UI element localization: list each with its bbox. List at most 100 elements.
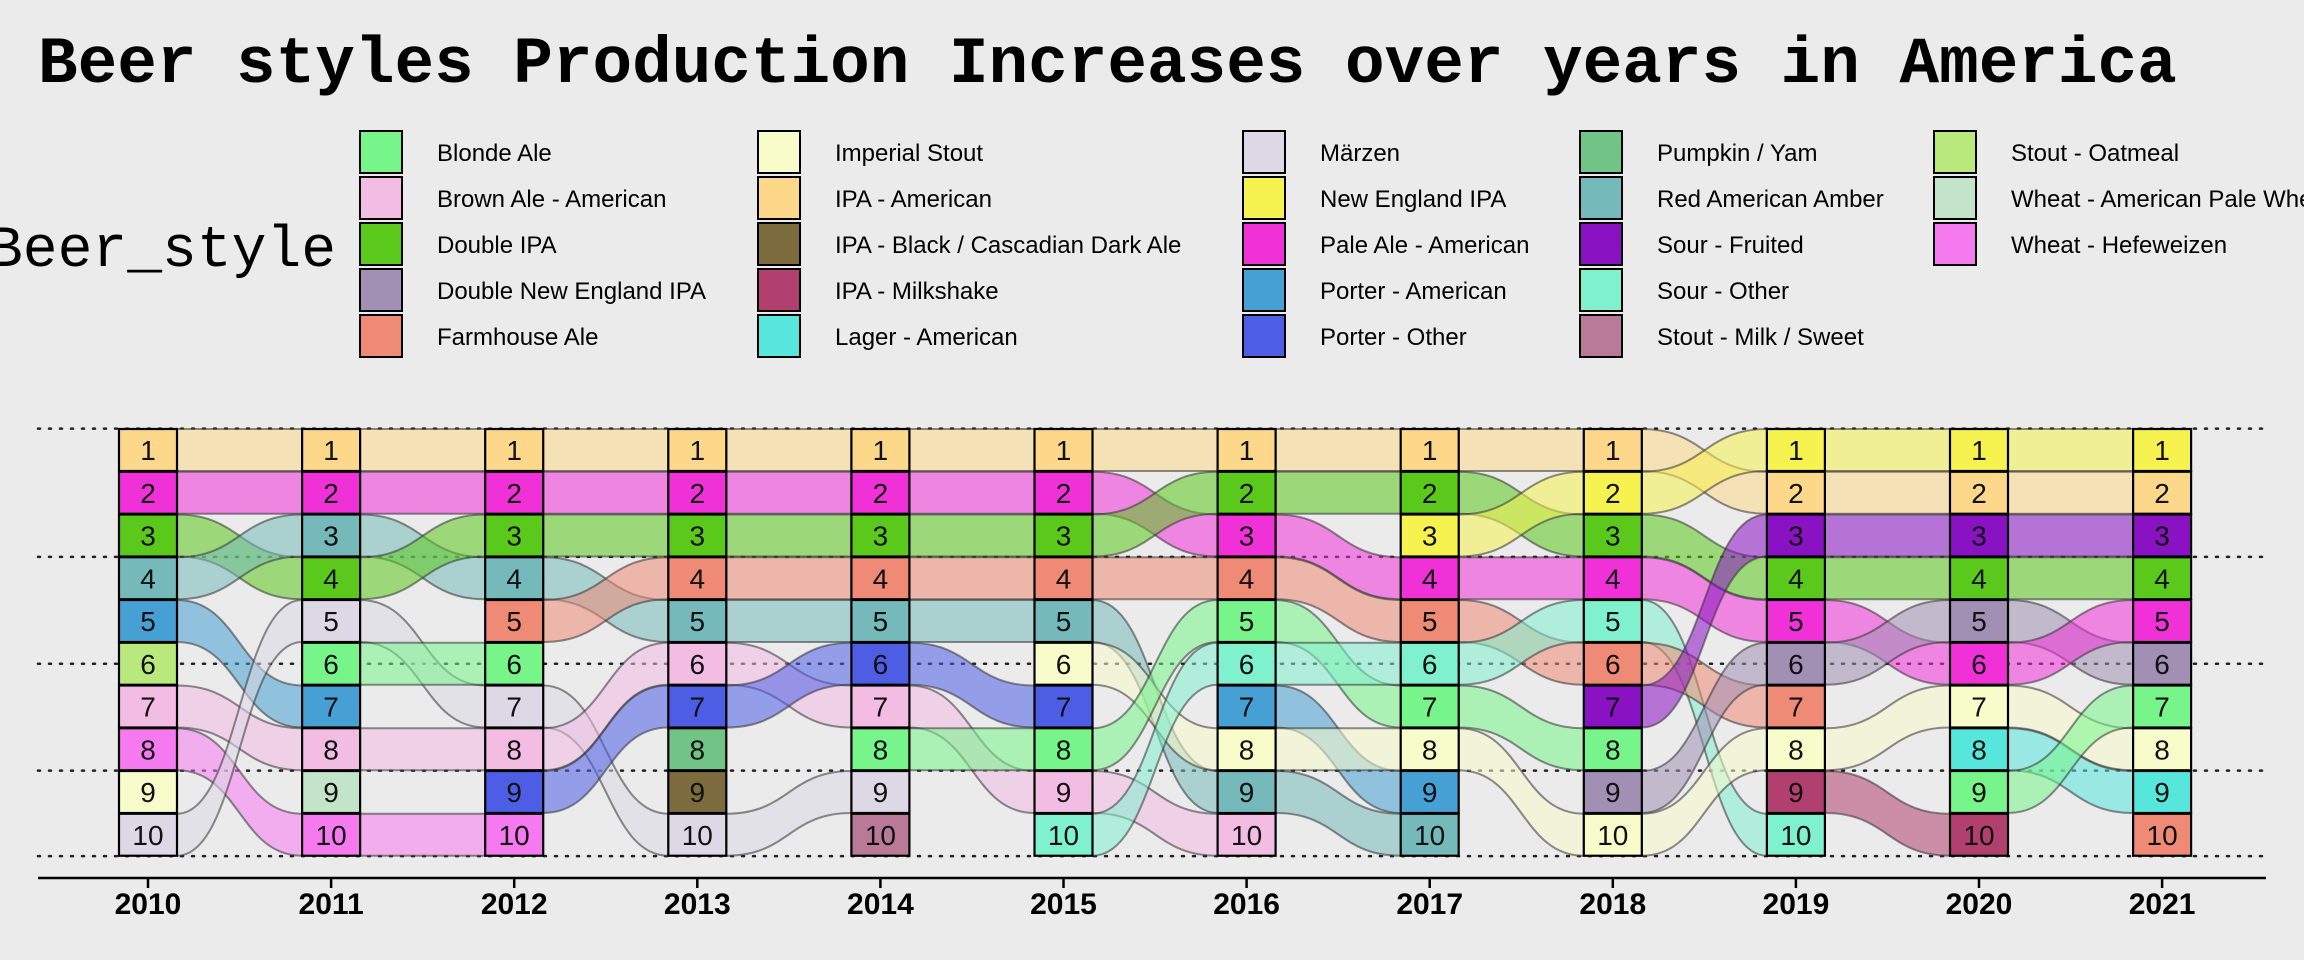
rank-label: 2 [1239,478,1255,509]
rank-label: 9 [873,777,889,808]
rank-box-2017-7: 7 [1399,684,1460,729]
rank-label: 8 [1971,734,1987,765]
rank-label: 10 [1780,820,1811,851]
legend-item-new-england-ipa: New England IPA [1242,176,1506,220]
legend-label: Brown Ale - American [437,186,666,213]
rank-box-2010-3: 3 [117,513,179,558]
rank-label: 9 [690,777,706,808]
rank-box-2011-6: 6 [301,641,362,686]
rank-box-2013-6: 6 [667,641,728,686]
rank-box-2020-4: 4 [1948,556,2010,601]
legend-swatch [1242,130,1286,174]
rank-box-2016-3: 3 [1216,513,1277,558]
rank-label: 7 [1056,692,1072,723]
rank-label: 6 [2154,649,2170,680]
ribbon-m-rzen [725,769,853,857]
rank-label: 3 [1971,521,1987,552]
rank-box-2015-9: 9 [1033,769,1094,815]
legend-swatch [757,130,801,174]
ribbon-farmhouse-ale [725,556,853,601]
ribbon-sour-fruited [2007,513,2135,558]
legend-swatch [757,314,801,358]
legend-item-stout-oatmeal: Stout - Oatmeal [1933,130,2179,174]
rank-box-2021-7: 7 [2132,684,2193,729]
rank-box-2011-8: 8 [301,727,362,772]
rank-label: 4 [1605,563,1621,594]
rank-box-2018-3: 3 [1582,513,1643,558]
rank-box-2017-6: 6 [1399,641,1460,686]
rank-box-fill [301,427,362,473]
rank-box-fill [117,556,179,601]
rank-label: 3 [690,521,706,552]
ribbon-ipa-american [1274,427,1402,473]
rank-box-2015-8: 8 [1033,727,1094,772]
rank-box-fill [1399,513,1460,558]
legend-swatch [1579,130,1623,174]
rank-box-2016-2: 2 [1216,470,1277,515]
rank-box-2018-10: 10 [1582,812,1643,857]
rank-box-fill [850,812,911,857]
ribbon-ipa-american [1823,470,1951,515]
rank-box-fill [117,727,179,772]
x-tick-label: 2019 [1763,888,1830,921]
rank-box-fill [301,470,362,515]
legend-swatch [1579,176,1623,220]
rank-box-2015-1: 1 [1033,427,1094,473]
rank-label: 4 [2154,563,2170,594]
rank-label: 3 [2154,521,2170,552]
rank-label: 1 [690,435,706,466]
legend-item-lager-american: Lager - American [757,314,1018,358]
rank-box-2013-4: 4 [667,556,728,601]
rank-box-fill [1033,769,1094,815]
rank-label: 8 [873,734,889,765]
rank-box-2015-6: 6 [1033,641,1094,686]
rank-label: 8 [2154,734,2170,765]
rank-box-2015-5: 5 [1033,598,1094,644]
rank-box-fill [2132,769,2193,815]
rank-box-2013-3: 3 [667,513,728,558]
rank-label: 1 [1605,435,1621,466]
x-tick-label: 2015 [1030,888,1097,921]
rank-box-fill [1948,812,2010,857]
rank-box-2018-4: 4 [1582,556,1643,601]
rank-label: 5 [1788,606,1804,637]
rank-box-fill [667,812,728,857]
rank-box-2020-6: 6 [1948,641,2010,686]
legend-label: IPA - Black / Cascadian Dark Ale [835,232,1181,259]
rank-box-fill [117,427,179,473]
ribbon-imperial-stout [1823,684,1951,772]
rank-box-fill [484,470,545,515]
rank-box-fill [1216,598,1277,644]
rank-box-fill [1765,427,1827,473]
x-tick-label: 2011 [299,888,364,921]
rank-box-2010-6: 6 [117,641,179,686]
rank-box-2014-4: 4 [850,556,911,601]
rank-box-fill [1582,727,1643,772]
rank-label: 1 [1788,435,1804,466]
rank-label: 5 [1422,606,1438,637]
rank-label: 9 [1788,777,1804,808]
rank-box-fill [1948,684,2010,729]
rank-label: 2 [140,478,156,509]
rank-label: 5 [873,606,889,637]
rank-box-2019-9: 9 [1765,769,1827,815]
legend-label: Double IPA [437,232,557,259]
rank-box-fill [667,513,728,558]
rank-label: 1 [1056,435,1072,466]
rank-label: 7 [1605,692,1621,723]
rank-box-2012-3: 3 [484,513,545,558]
rank-box-fill [1765,684,1827,729]
rank-box-2019-3: 3 [1765,513,1827,558]
rank-box-2014-5: 5 [850,598,911,644]
rank-box-2011-4: 4 [301,556,362,601]
rank-label: 4 [873,563,889,594]
x-tick-label: 2021 [2129,888,2196,921]
rank-box-fill [1216,812,1277,857]
rank-box-2019-6: 6 [1765,641,1827,686]
rank-box-fill [1582,513,1643,558]
rank-box-fill [850,556,911,601]
legend-swatch [757,176,801,220]
rank-box-2010-7: 7 [117,684,179,729]
rank-box-fill [2132,812,2193,857]
legend-item-ipa-milkshake: IPA - Milkshake [757,268,999,312]
